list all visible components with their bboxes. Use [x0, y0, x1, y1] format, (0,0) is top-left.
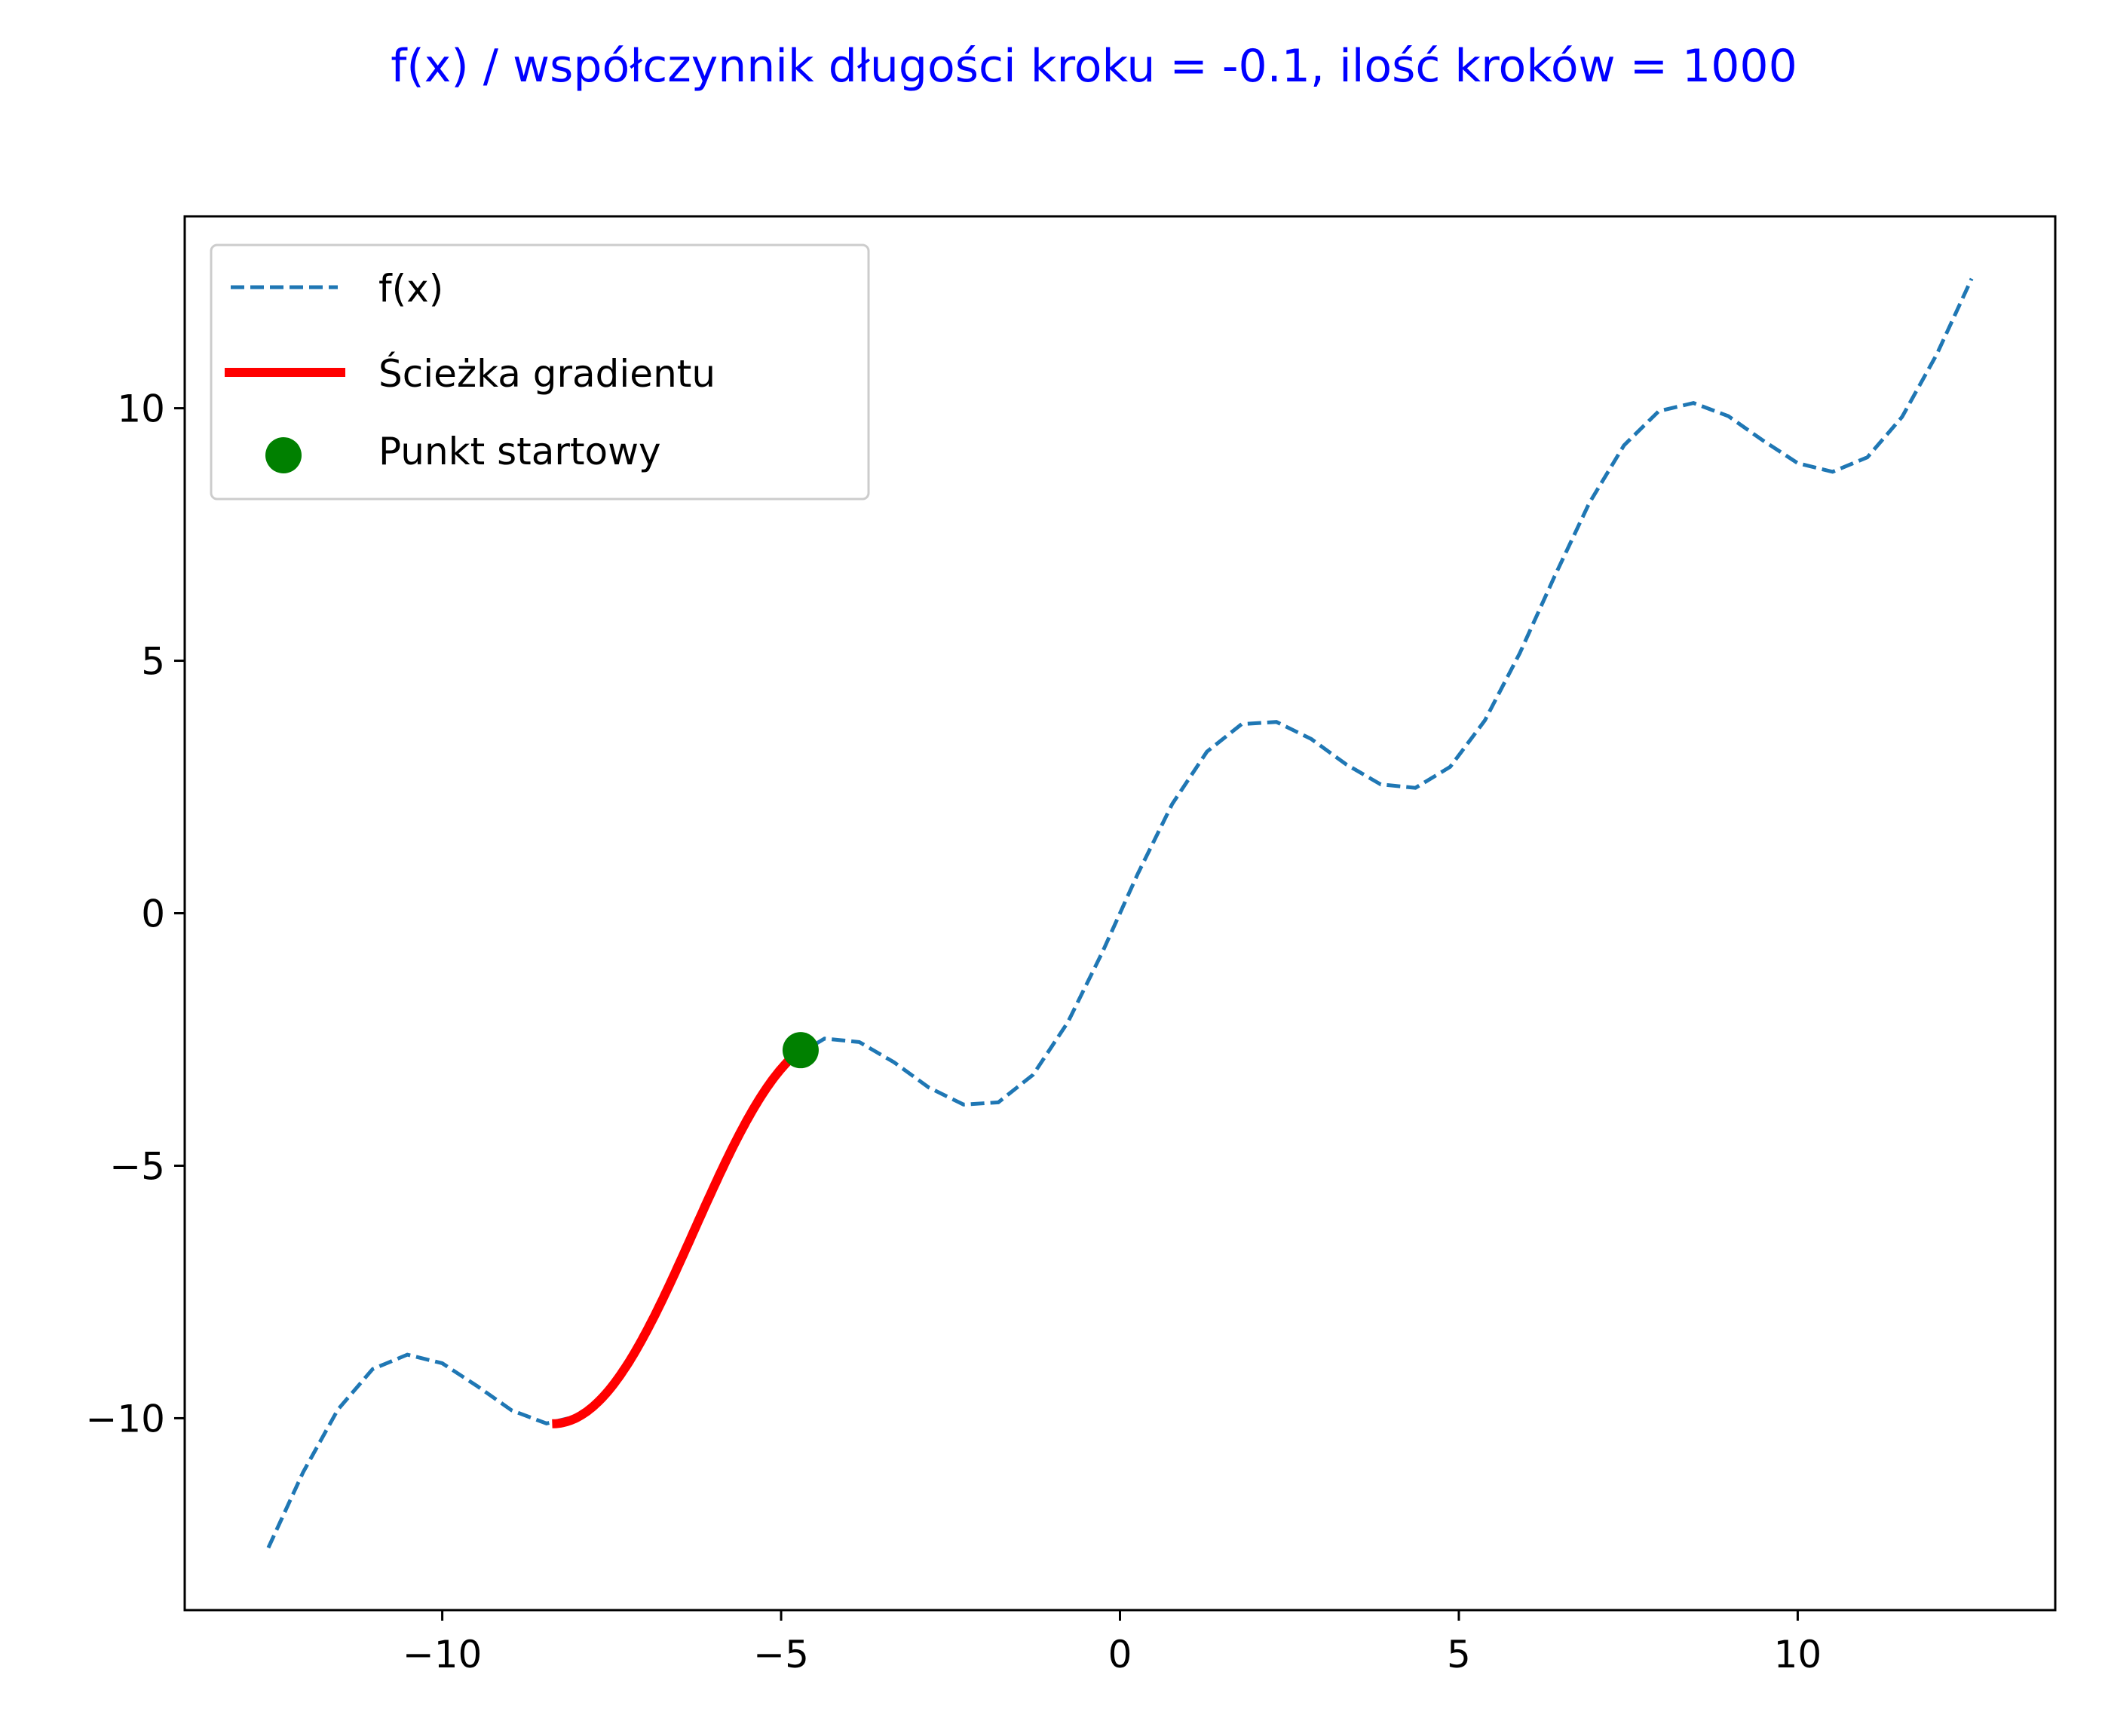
plot-area	[266, 277, 1974, 1549]
legend-box	[210, 243, 870, 501]
legend: f(x) Ścieżka gradientu Punkt startowy	[210, 243, 870, 501]
y-tick-label: −10	[85, 1397, 165, 1441]
start-point-marker	[782, 1032, 819, 1069]
y-tick-label: 0	[141, 892, 165, 936]
legend-swatch-start-point	[265, 437, 302, 473]
y-tick-label: 10	[117, 387, 165, 431]
legend-label-start-point: Punkt startowy	[378, 430, 661, 473]
legend-label-fx: f(x)	[378, 267, 443, 311]
chart-title: f(x) / współczynnik długości kroku = -0.…	[391, 40, 1797, 93]
x-tick-label: −10	[403, 1633, 483, 1676]
legend-label-gradient-path: Ścieżka gradientu	[378, 351, 715, 396]
x-tick-label: 0	[1108, 1633, 1132, 1676]
y-tick-label: 5	[141, 640, 165, 684]
y-axis: −10 −5 0 5 10	[85, 387, 185, 1441]
x-tick-label: 10	[1774, 1633, 1822, 1676]
fx-series-line	[266, 277, 1974, 1549]
gradient-path-line	[552, 1046, 804, 1428]
x-tick-label: −5	[753, 1633, 809, 1676]
x-axis: −10 −5 0 5 10	[403, 1610, 1822, 1676]
x-tick-label: 5	[1447, 1633, 1471, 1676]
y-tick-label: −5	[109, 1144, 165, 1188]
